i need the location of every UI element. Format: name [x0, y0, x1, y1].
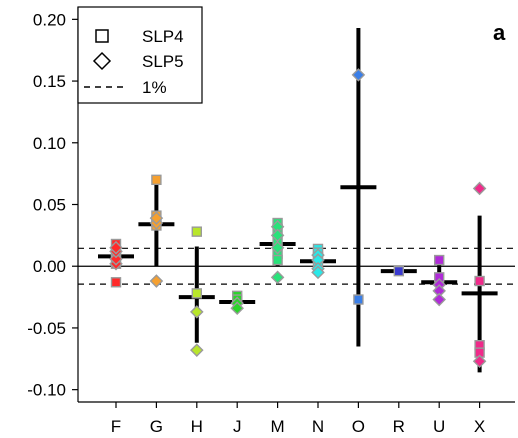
axes: -0.10 -0.05 0.00 0.05 0.10 0.15 0.20 F G H J M N O R U X: [27, 7, 515, 436]
slp5-marker: [351, 68, 366, 82]
y-tick-label: 0.00: [33, 257, 66, 276]
slp5-marker: [270, 270, 285, 285]
x-tick-label: U: [433, 417, 445, 436]
legend-box: [77, 6, 203, 104]
threshold-lines: [78, 247, 515, 285]
x-tick-label: X: [474, 417, 485, 436]
slp5-marker: [109, 252, 123, 266]
y-tick-label: 0.20: [33, 10, 66, 29]
slp5-marker: [190, 343, 204, 357]
slp4-marker: [434, 254, 445, 266]
x-tick-label: G: [150, 417, 163, 436]
slp4-marker: [474, 275, 485, 287]
panel-label: a: [493, 20, 506, 45]
x-tick-label: O: [352, 417, 365, 436]
data-points: [98, 27, 498, 373]
y-tick-label: 0.10: [33, 134, 66, 153]
y-tick-label: -0.05: [27, 319, 66, 338]
y-tick-label: 0.05: [33, 196, 66, 215]
slp5-marker: [109, 240, 123, 255]
slp4-marker: [272, 254, 283, 266]
slp4-marker: [353, 294, 364, 305]
slp5-marker: [270, 240, 285, 255]
x-tick-label: H: [191, 417, 203, 436]
y-tick-label: 0.15: [33, 72, 66, 91]
x-tick-label: M: [271, 417, 285, 436]
slp5-marker: [432, 292, 446, 307]
slp5-marker: [472, 354, 487, 369]
y-tick-label: -0.10: [27, 381, 66, 400]
slp5-marker: [149, 211, 164, 225]
slp5-marker: [230, 301, 244, 315]
slp5-marker: [190, 305, 204, 319]
slp4-marker: [151, 174, 162, 186]
slp4-marker: [110, 277, 122, 288]
slp5-marker: [472, 181, 487, 196]
slp5-marker: [311, 265, 325, 280]
legend-label: 1%: [142, 78, 167, 97]
legend-label: SLP4: [142, 27, 184, 46]
legend-square-icon: [95, 29, 109, 43]
slp4-marker: [191, 226, 203, 237]
slp4-marker: [393, 265, 404, 277]
x-tick-label: J: [233, 417, 242, 436]
x-tick-label: N: [312, 417, 324, 436]
slp5-marker: [149, 274, 164, 288]
legend-label: SLP5: [142, 52, 184, 71]
x-tick-label: R: [393, 417, 405, 436]
x-tick-label: F: [111, 417, 121, 436]
slp4-marker: [191, 288, 203, 299]
legend-diamond-icon: [92, 51, 112, 71]
legend: SLP4 SLP5 1%: [77, 6, 203, 104]
